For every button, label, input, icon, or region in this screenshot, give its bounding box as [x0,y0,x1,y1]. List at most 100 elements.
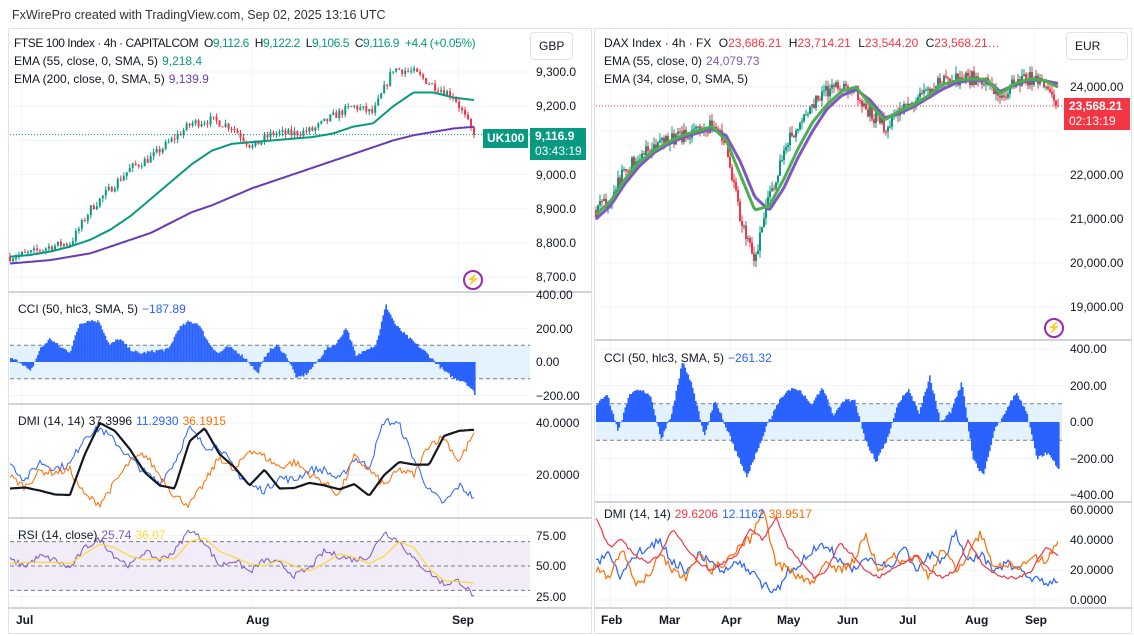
cci-bar [662,422,664,437]
cci-bar [771,415,774,422]
candle [617,177,619,190]
cci-bar [729,422,732,436]
cci-bar [870,422,873,454]
cci-bar [157,350,159,362]
candle [74,230,77,242]
candle [332,112,335,115]
cci-bar [1010,400,1012,422]
cci-bar [190,321,192,362]
candle [404,70,407,74]
candle [671,133,673,144]
candle [677,131,679,135]
cci-bar [77,328,80,362]
candle [993,84,995,95]
candle [338,110,341,118]
candle [44,248,47,251]
cci-bar [992,422,994,438]
cci-bar [822,389,825,422]
cci-bar [654,415,657,422]
candle [717,128,719,131]
candle [865,103,867,110]
candle [98,198,101,207]
candle [879,115,881,124]
candle [329,114,332,122]
candle [206,123,209,125]
candle [601,200,603,202]
cci-bar [767,422,769,424]
currency-button[interactable]: GBP [530,32,574,60]
cci-bar [149,351,152,362]
cci-bar [906,391,909,422]
cci-bar [750,422,753,465]
cci-bar [852,400,855,422]
dmi-axis-label: 20.0000 [536,468,580,482]
cci-label: CCI (50, hlc3, SMA, 5) [18,302,139,316]
cci-axis-label: 0.00 [1070,415,1094,429]
candle [461,108,464,111]
cci-bar [407,338,410,362]
cci-bar [194,323,197,362]
cci-bar [223,349,225,362]
cci-bar [656,422,658,423]
ema34-line [594,77,1059,216]
cci-bar [648,395,651,422]
cci-bar [448,362,451,374]
cci-bar [765,422,768,427]
cci-bar [755,422,757,454]
cci-bar [163,351,165,362]
cci-bar [887,422,889,437]
cci-bar [972,422,975,460]
time-axis-label: Jun [837,613,859,627]
candle [296,131,299,136]
cci-bar [726,422,729,432]
cci-bar [466,362,469,386]
cci-bar [71,345,74,362]
cci-bar [434,362,437,365]
cci-axis-label: 200.00 [1070,378,1107,393]
candle [967,72,969,77]
high-value: 9,122.2 [263,36,300,50]
candle [773,188,775,190]
candle [368,109,371,112]
cci-bar [100,325,102,362]
ema55-line [594,78,1059,221]
candle [230,128,233,130]
cci-bar [686,372,688,422]
cci-bar [638,390,640,422]
candle [53,245,56,250]
cci-bar [716,404,718,422]
cci-bar [597,403,600,422]
cci-bar [469,362,472,389]
candle [185,123,188,131]
cci-bar [876,422,879,462]
cci-bar [220,351,222,362]
cci-bar [287,360,290,362]
candle [92,205,95,210]
candle [248,144,251,148]
cci-bar [13,359,15,362]
cci-bar [83,323,86,362]
candle [299,135,302,137]
cci-bar [242,358,245,362]
cci-bar [1053,422,1056,462]
time-axis-label: Aug [246,613,270,627]
cci-bar [950,413,952,422]
cci-bar [897,403,900,422]
cci-bar [719,412,721,422]
cci-bar [875,422,877,462]
currency-button[interactable]: EUR [1066,32,1128,60]
candle [383,84,386,94]
cci-bar [263,356,266,362]
cci-bar [999,422,1002,423]
cci-bar [148,351,150,362]
candle [86,215,89,221]
candle [380,93,383,99]
cci-bar [929,375,931,422]
candle [464,110,467,115]
cci-bar [161,349,164,362]
candle [32,248,35,251]
cci-bar [786,390,789,422]
cci-bar [358,353,360,362]
cci-bar [740,422,742,464]
